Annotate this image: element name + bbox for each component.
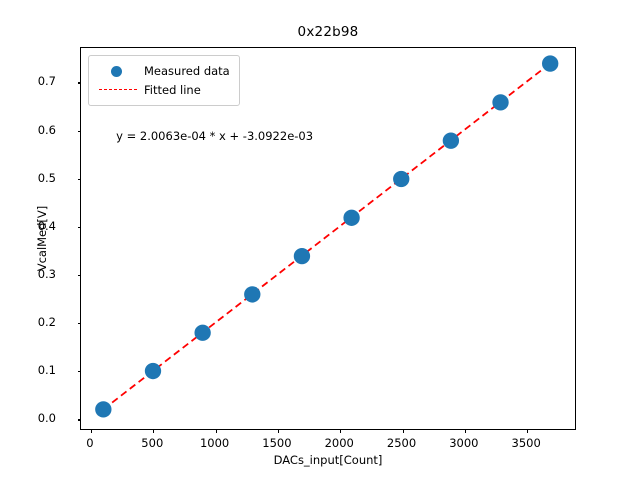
- x-tick-label: 3000: [449, 436, 479, 450]
- y-tick-mark: [77, 130, 81, 132]
- x-tick-mark: [340, 429, 342, 433]
- x-tick-label: 3500: [511, 436, 541, 450]
- x-axis-label: DACs_input[Count]: [273, 453, 383, 467]
- data-point: [542, 55, 559, 72]
- x-tick-label: 2000: [324, 436, 354, 450]
- x-tick-label: 2500: [386, 436, 417, 450]
- legend-item-measured-data: Measured data: [98, 61, 230, 80]
- x-tick-mark: [277, 429, 279, 433]
- x-tick-label: 500: [141, 436, 164, 450]
- circle-marker-icon: [98, 63, 138, 79]
- x-tick-mark: [464, 429, 466, 433]
- data-point: [343, 209, 360, 226]
- x-tick-mark: [90, 429, 93, 433]
- legend-item-fitted-line: Fitted line: [98, 80, 230, 99]
- y-tick-label: 0.5: [37, 170, 56, 185]
- dashed-line-icon: [98, 82, 138, 98]
- data-point: [442, 132, 460, 149]
- y-tick-mark: [77, 275, 81, 277]
- y-tick-mark: [77, 371, 81, 373]
- data-point: [194, 324, 211, 341]
- x-tick-mark: [402, 429, 404, 433]
- y-tick-mark: [77, 82, 81, 84]
- y-tick-label: 0.6: [37, 122, 56, 137]
- y-tick-mark: [77, 419, 81, 421]
- plot-area: [77, 47, 576, 433]
- y-axis-label: VcalMed[V]: [35, 205, 49, 272]
- legend-label-fitted-line: Fitted line: [144, 82, 201, 97]
- page-title: 0x22b98: [297, 24, 359, 40]
- y-tick-mark: [77, 323, 81, 325]
- x-tick-label: 1000: [199, 436, 230, 450]
- data-point: [244, 286, 261, 303]
- x-tick-mark: [215, 429, 217, 433]
- x-tick-label: 0: [86, 436, 94, 450]
- legend-label-measured-data: Measured data: [144, 63, 230, 78]
- y-tick-label: 0.2: [37, 315, 56, 330]
- data-point: [144, 362, 162, 380]
- x-tick-mark: [153, 429, 155, 433]
- legend: Measured data Fitted line: [88, 55, 240, 106]
- fitted-line-series: [102, 62, 551, 411]
- y-tick-mark: [77, 226, 81, 228]
- y-tick-label: 0.3: [37, 267, 56, 281]
- plot-inner: [77, 48, 575, 433]
- data-svg: [95, 55, 559, 418]
- data-point: [492, 94, 509, 111]
- y-tick-mark: [77, 178, 81, 180]
- y-tick-label: 0.7: [37, 74, 56, 89]
- measured-data-series: [95, 55, 559, 418]
- y-tick-label: 0.0: [37, 411, 56, 426]
- y-tick-label: 0.1: [37, 363, 56, 378]
- data-point: [95, 401, 112, 418]
- x-tick-mark: [527, 429, 529, 433]
- data-point: [393, 170, 410, 188]
- y-tick-label: 0.4: [37, 218, 56, 233]
- x-tick-label: 1500: [262, 436, 292, 450]
- data-point: [293, 247, 311, 265]
- fit-equation-annotation: y = 2.0063e-04 * x + -3.0922e-03: [116, 128, 314, 143]
